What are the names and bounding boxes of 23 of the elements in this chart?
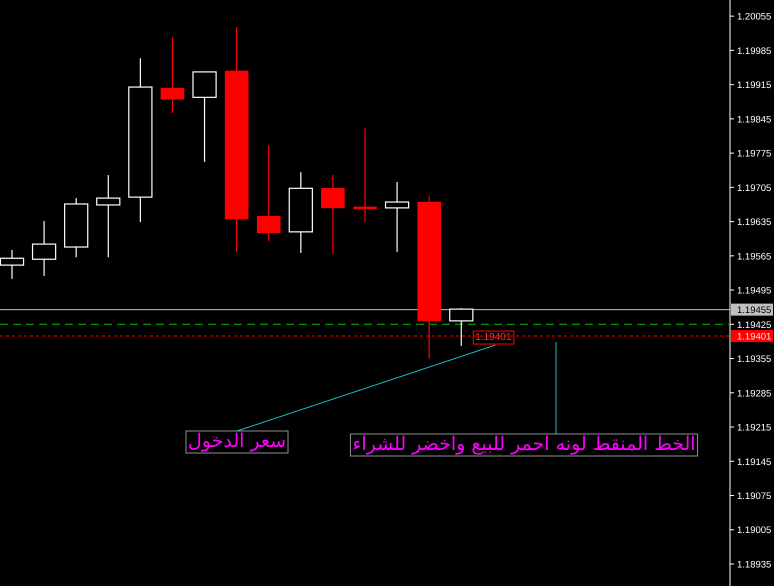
ytick: 1.19915 xyxy=(737,80,772,92)
ytick: 1.20055 xyxy=(737,12,772,23)
annotation: سعر الدخول xyxy=(186,430,288,454)
ytick: 1.19495 xyxy=(737,286,772,297)
ref-line-label: 1.19455 xyxy=(737,305,772,316)
ref-line-label: 1.19401 xyxy=(737,332,772,343)
ytick: 1.19215 xyxy=(737,422,772,434)
ytick: 1.19565 xyxy=(737,251,772,262)
ytick: 1.19705 xyxy=(737,182,772,194)
annotation: الخط المنقط لونه احمر للبيع واخضر للشراء xyxy=(350,433,698,456)
ytick: 1.19355 xyxy=(737,354,772,366)
ytick: 1.19005 xyxy=(737,525,772,536)
ytick: 1.19425 xyxy=(737,320,772,331)
ytick: 1.19285 xyxy=(737,388,772,400)
annotation: 1.19401 xyxy=(475,332,512,344)
ytick: 1.18935 xyxy=(737,560,772,570)
ytick: 1.19075 xyxy=(737,491,772,502)
ytick: 1.19845 xyxy=(737,114,772,126)
annotation: 1.19401 xyxy=(472,330,514,345)
ytick: 1.19985 xyxy=(737,46,772,57)
ytick: 1.19775 xyxy=(737,148,772,160)
ytick: 1.19635 xyxy=(737,217,772,228)
ytick: 1.19145 xyxy=(737,456,772,468)
